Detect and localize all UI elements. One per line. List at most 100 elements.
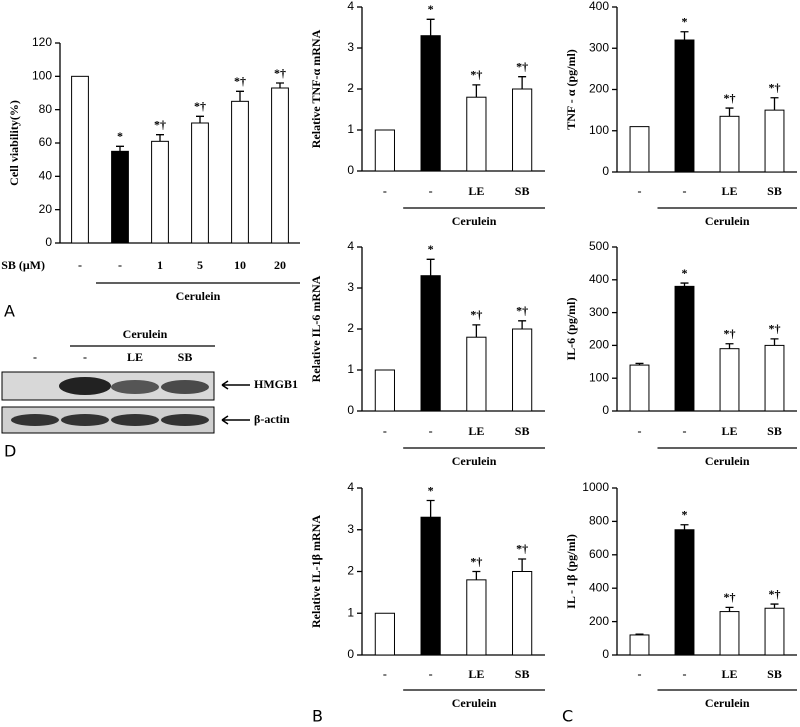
x-axis-label: SB (μM) [1,258,45,272]
x-tick-label: LE [468,424,484,438]
x-tick-label: LE [468,667,484,681]
chart: 0 1 2 3 4 Relative TNF-α mRNA - * - *† LE *† SB Cerul… [309,0,545,228]
error-bar [725,606,734,612]
bar [466,96,487,172]
error-bar [236,90,244,102]
x-tick-label: 20 [274,258,286,272]
group-label: Cerulein [705,214,750,228]
y-axis-label: TNF - α (pg/ml) [564,49,578,130]
y-tick-label: 400 [589,272,609,286]
panel-label: B [312,707,323,726]
lane-label: - [33,350,37,364]
error-bar [770,603,779,609]
x-tick-label: - [638,667,642,681]
x-tick-label: - [683,424,687,438]
bar [719,115,740,173]
bar [111,150,129,244]
significance: *† [769,81,781,95]
bar [191,122,209,244]
y-tick-label: 400 [589,0,609,13]
y-tick-label: 120 [32,35,52,49]
chart: 0 1 2 3 4 Relative IL-6 mRNA - * - *† LE *† SB Cerule… [309,239,545,468]
significance: * [682,507,688,521]
bar [674,39,695,173]
x-tick-label: - [638,184,642,198]
error-bar [276,82,284,88]
arrow [221,415,250,425]
chart: 0 100 200 300 400 500 IL-6 (pg/ml) - * - *† LE *† SB C… [564,239,797,468]
x-tick-label: SB [767,184,782,198]
y-tick-label: 100 [589,123,609,137]
y-tick-label: 1000 [582,480,609,494]
error-bar [680,282,689,287]
significance: *† [470,308,482,322]
x-tick-label: - [429,667,433,681]
y-tick-label: 1 [347,362,354,376]
bar [719,611,740,656]
y-tick-label: 100 [32,69,52,83]
significance: *† [516,542,528,556]
blot-group-label: Cerulein [123,327,168,341]
band [61,414,109,426]
y-axis-label: Relative IL-1β mRNA [309,515,323,628]
group-label: Cerulein [452,214,497,228]
y-tick-label: 0 [602,403,609,417]
x-tick-label: - [383,667,387,681]
band [161,414,209,426]
significance: *† [724,91,736,105]
error-bar [635,362,644,366]
bar [420,275,441,412]
x-tick-label: LE [721,667,737,681]
chart: 0 1 2 3 4 Relative IL-1β mRNA - * - *† LE *† SB Cerul… [309,480,545,710]
significance: * [428,483,434,497]
y-axis-label: Relative TNF-α mRNA [309,29,323,148]
bar [629,364,650,412]
y-tick-label: 40 [39,169,53,183]
bar [764,344,785,412]
significance: *† [470,554,482,568]
y-tick-label: 300 [589,305,609,319]
y-tick-label: 2 [347,81,354,95]
y-tick-label: 800 [589,514,609,528]
x-tick-label: - [429,184,433,198]
band [111,380,159,394]
y-tick-label: 200 [589,82,609,96]
error-bar [472,84,481,98]
lane-label: - [83,350,87,364]
y-tick-label: 3 [347,522,354,536]
error-bar [156,134,164,142]
bar [420,35,441,172]
significance: *† [724,590,736,604]
y-tick-label: 500 [589,239,609,253]
bar [764,109,785,173]
bar [674,285,695,412]
group-label: Cerulein [705,696,750,710]
significance: * [682,15,688,29]
significance: *† [470,68,482,82]
y-tick-label: 100 [589,370,609,384]
chart: 0 20 40 60 80 100 120 Cell viability(%) - * - *† 1 *†… [1,35,300,303]
significance: * [117,129,123,143]
row-label: HMGB1 [254,377,298,391]
significance: * [682,266,688,280]
bar [420,516,441,656]
bar [374,369,395,412]
western-blot: Cerulein - - LE SB HMGB1 β-actin [1,327,298,434]
y-axis-label: IL - 1β (pg/ml) [564,534,578,609]
lane-label: LE [127,350,143,364]
significance: *† [154,117,166,131]
error-bar [680,31,689,40]
error-bar [426,258,435,276]
bar [629,634,650,656]
panel-label: D [4,442,16,461]
y-tick-label: 200 [589,338,609,352]
significance: *† [194,99,206,113]
y-axis-label: IL-6 (pg/ml) [564,297,578,360]
y-tick-label: 0 [45,235,52,249]
bar [512,328,533,412]
y-axis-label: Cell viability(%) [7,100,21,186]
y-axis-label: Relative IL-6 mRNA [309,275,323,382]
group-label: Cerulein [176,289,221,303]
error-bar [426,18,435,36]
